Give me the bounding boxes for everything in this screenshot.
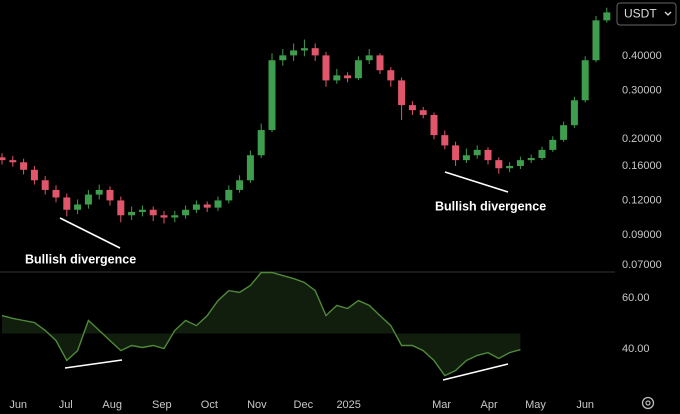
- candle-body: [462, 155, 470, 161]
- x-tick-label: May: [525, 399, 546, 411]
- line-area: [2, 272, 521, 376]
- candle-body: [246, 155, 254, 181]
- candle-body: [419, 110, 427, 115]
- candle-body: [365, 55, 373, 61]
- candle-body: [387, 70, 395, 81]
- candle-body: [290, 50, 298, 56]
- candle-body: [484, 149, 492, 161]
- candle-body: [495, 160, 503, 169]
- candle-body: [84, 194, 92, 205]
- x-tick-label: 2025: [336, 399, 360, 411]
- currency-label: USDT: [624, 7, 657, 21]
- candle-body: [398, 80, 406, 106]
- candle-body: [149, 209, 157, 216]
- dropdown-chevron: [664, 11, 672, 16]
- candle-body: [441, 135, 449, 146]
- y-tick-label: 40.00: [622, 343, 650, 355]
- annotation: Bullish divergence: [25, 252, 136, 266]
- candle-body: [311, 48, 319, 56]
- candle-body: [268, 60, 276, 131]
- candle-body: [192, 204, 200, 210]
- x-tick-label: Jun: [576, 399, 594, 411]
- x-tick-label: Jul: [59, 399, 73, 411]
- currency-dropdown[interactable]: [616, 2, 677, 26]
- settings-button[interactable]: [641, 396, 655, 410]
- x-tick-label: Oct: [201, 399, 218, 411]
- candle-body: [20, 162, 28, 170]
- candle-body: [117, 200, 125, 216]
- divergence-line: [59, 217, 121, 249]
- y-tick-label: 60.00: [622, 292, 650, 304]
- candle-body: [592, 20, 600, 61]
- candle-body: [182, 209, 190, 216]
- candle-body: [95, 189, 103, 195]
- candle-body: [74, 204, 82, 210]
- annotation: Bullish divergence: [435, 199, 546, 213]
- y-tick-label: 0.07000: [622, 259, 662, 271]
- candle-body: [203, 204, 211, 208]
- candle-body: [41, 180, 49, 190]
- candle-body: [538, 149, 546, 159]
- candle-body: [106, 189, 114, 201]
- candle-body: [473, 149, 481, 156]
- candle-body: [506, 165, 514, 169]
- y-tick-label: 0.12000: [622, 194, 662, 206]
- candle-body: [9, 160, 17, 163]
- candle-body: [527, 158, 535, 161]
- y-tick-label: 0.16000: [622, 160, 662, 172]
- candle-body: [128, 211, 136, 216]
- candle-body: [279, 55, 287, 61]
- candle-body: [603, 12, 611, 21]
- x-tick-label: Apr: [481, 399, 498, 411]
- candle-body: [549, 139, 557, 150]
- x-tick-label: Dec: [294, 399, 314, 411]
- x-tick-label: Sep: [152, 399, 172, 411]
- candle-body: [138, 209, 146, 212]
- candle-body: [322, 55, 330, 81]
- y-tick-label: 0.20000: [622, 133, 662, 145]
- candle-body: [63, 197, 71, 210]
- candle-body: [354, 60, 362, 79]
- y-tick-label: 0.40000: [622, 50, 662, 62]
- line-series: [1, 271, 521, 377]
- candle-body: [452, 145, 460, 161]
- candle-body: [570, 100, 578, 126]
- y-tick-label: 0.30000: [622, 85, 662, 97]
- candle-body: [225, 189, 233, 201]
- candle-body: [30, 169, 38, 181]
- candle-body: [430, 114, 438, 136]
- divergence-line: [442, 363, 509, 381]
- candle-body: [160, 215, 168, 218]
- candle-body: [257, 130, 265, 156]
- x-tick-label: Jun: [9, 399, 27, 411]
- candle-body: [408, 105, 416, 111]
- y-tick-label: 0.09000: [622, 229, 662, 241]
- divergence-line: [444, 171, 509, 193]
- candle-body: [560, 125, 568, 140]
- candle-body: [581, 60, 589, 101]
- candle-body: [344, 75, 352, 79]
- candle-body: [516, 160, 524, 166]
- candle-body: [52, 189, 60, 198]
- candle-body: [300, 48, 308, 51]
- x-tick-label: Nov: [247, 399, 267, 411]
- candle-body: [376, 55, 384, 71]
- candle-body: [171, 215, 179, 218]
- x-tick-label: Aug: [102, 399, 122, 411]
- candle-body: [214, 200, 222, 208]
- divergence-line: [64, 359, 123, 369]
- candle-body: [333, 75, 341, 81]
- candle-body: [236, 180, 244, 190]
- x-tick-label: Mar: [432, 399, 451, 411]
- candle-body: [0, 157, 6, 161]
